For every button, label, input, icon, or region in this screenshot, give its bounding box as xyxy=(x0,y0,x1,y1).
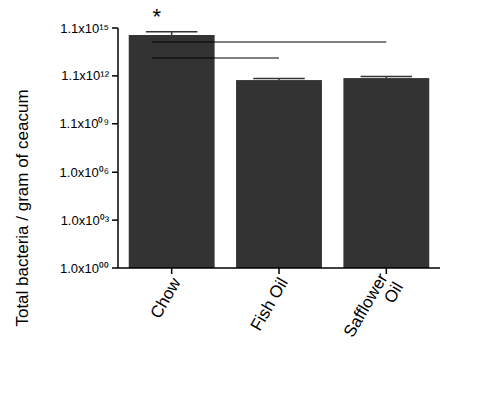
y-tick-label: 1.0x10⁰³ xyxy=(61,213,110,228)
bar xyxy=(129,35,215,268)
y-tick xyxy=(112,219,118,221)
x-tick xyxy=(386,268,388,274)
error-bar xyxy=(146,32,198,35)
label-line: Oil xyxy=(380,279,407,306)
y-tick xyxy=(112,172,118,174)
label-line: Fish Oil xyxy=(247,275,292,334)
error-cap xyxy=(253,78,305,80)
error-bar xyxy=(361,77,413,79)
error-cap xyxy=(146,31,198,33)
bar xyxy=(343,78,429,268)
label-line: Chow xyxy=(146,274,185,322)
y-tick xyxy=(112,75,118,77)
y-axis-label: Total bacteria / gram of ceacum xyxy=(13,89,32,326)
y-tick-label: 1.1x10⁰⁹ xyxy=(59,116,109,131)
y-tick-label: 1.0x10⁰⁶ xyxy=(60,165,109,180)
comparison-line xyxy=(152,57,279,58)
bar xyxy=(236,80,322,268)
y-tick xyxy=(112,27,118,29)
y-tick xyxy=(112,123,118,125)
error-cap xyxy=(361,76,413,78)
y-tick xyxy=(112,267,118,269)
x-tick xyxy=(278,268,280,274)
significance-mark: * xyxy=(152,4,161,29)
chart: 1.0x10⁰⁰ 1.0x10⁰³ 1.0x10⁰⁶ 1.1x10⁰⁹ 1.1x10¹²… xyxy=(0,0,500,402)
error-bar xyxy=(253,79,305,81)
x-tick-label: Fish Oil xyxy=(247,275,292,334)
y-tick-label: 1.1x10¹⁵ xyxy=(60,21,109,36)
bars xyxy=(129,32,430,268)
comparison-line xyxy=(152,41,387,42)
y-tick-label: 1.0x10⁰⁰ xyxy=(60,261,109,276)
x-tick-label: Chow xyxy=(146,274,185,322)
x-tick xyxy=(171,268,173,274)
x-tick-label: SafflowerOil xyxy=(340,270,407,350)
label-line: Safflower xyxy=(340,270,392,341)
y-axis xyxy=(117,28,119,268)
y-tick-label: 1.1x10¹² xyxy=(61,68,109,83)
